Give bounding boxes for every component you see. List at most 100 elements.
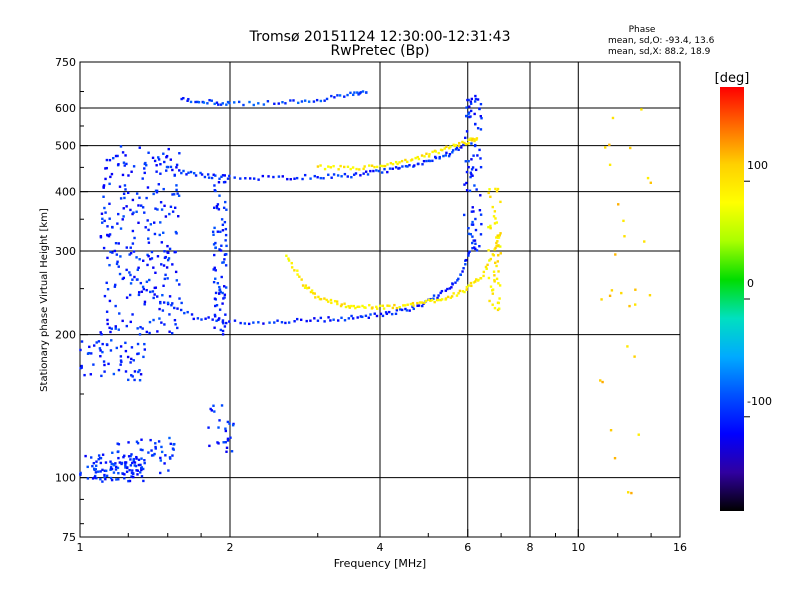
data-point (272, 175, 275, 179)
data-point (145, 164, 148, 167)
data-point (441, 148, 444, 152)
data-point (386, 170, 389, 174)
data-point (469, 175, 472, 179)
data-point (216, 281, 220, 285)
data-point (180, 301, 183, 305)
data-point (390, 312, 394, 316)
data-point (127, 378, 130, 382)
data-point (266, 100, 270, 103)
data-point (491, 292, 495, 295)
data-point (102, 360, 106, 363)
data-point (406, 160, 409, 164)
data-point (160, 321, 163, 324)
data-point (353, 91, 356, 94)
data-point (457, 141, 461, 145)
data-point (175, 163, 179, 167)
data-point (129, 282, 133, 285)
data-point (474, 94, 477, 98)
data-point (80, 340, 84, 343)
data-point (317, 295, 320, 299)
data-point (160, 450, 164, 454)
data-point (495, 221, 499, 224)
data-point (159, 471, 162, 475)
data-point (329, 166, 333, 169)
data-point (89, 373, 93, 376)
data-point (393, 303, 396, 307)
data-point (133, 378, 136, 382)
data-point (94, 471, 98, 474)
y-tick-label-750: 750 (55, 56, 76, 69)
data-point (464, 136, 467, 140)
data-point (137, 291, 141, 294)
data-point (125, 296, 129, 299)
data-point (105, 310, 109, 313)
data-point (498, 234, 502, 237)
data-point (80, 364, 83, 368)
data-point (105, 474, 109, 478)
data-point (471, 241, 474, 245)
data-point (117, 163, 120, 166)
data-point (347, 305, 350, 308)
data-point (168, 436, 171, 440)
data-point (604, 146, 607, 149)
data-point (386, 163, 389, 166)
data-point (137, 266, 140, 269)
data-point (465, 106, 468, 109)
data-point (150, 449, 153, 452)
data-point (215, 304, 219, 307)
data-point (608, 294, 612, 298)
data-point (223, 325, 227, 328)
data-point (499, 232, 502, 235)
data-point (136, 278, 139, 281)
data-point (138, 258, 141, 261)
data-point (162, 152, 165, 155)
data-point (497, 282, 500, 285)
data-point (155, 191, 159, 194)
data-point (218, 248, 221, 251)
data-point (300, 278, 303, 281)
data-point (112, 471, 116, 474)
x-tick-label-8: 8 (527, 541, 534, 554)
data-point (221, 319, 225, 322)
data-point (330, 301, 333, 305)
data-point (229, 436, 232, 439)
data-point (93, 474, 97, 478)
data-point (354, 172, 358, 175)
data-point (362, 167, 365, 171)
data-point (494, 217, 497, 220)
data-point (350, 304, 353, 308)
data-point (493, 248, 496, 251)
data-point (151, 290, 155, 293)
data-point (377, 169, 381, 173)
data-point (368, 303, 371, 307)
data-point (143, 211, 146, 214)
data-point (489, 285, 493, 288)
data-point (104, 461, 108, 464)
data-point (386, 304, 389, 307)
data-point (132, 250, 136, 253)
data-point (221, 329, 225, 333)
data-point (160, 263, 163, 266)
data-point (427, 155, 431, 158)
data-point (425, 159, 428, 163)
data-point (451, 151, 454, 154)
data-point (109, 460, 112, 463)
data-point (183, 311, 186, 315)
data-point (79, 473, 82, 477)
data-point (106, 288, 110, 291)
data-point (122, 276, 126, 280)
data-point (382, 307, 386, 310)
data-point (143, 461, 146, 465)
y-axis-label: Stationary phase Virtual Height [km] (39, 208, 50, 392)
data-point (496, 244, 499, 248)
trace-3 (99, 145, 183, 336)
axis-ticks: 1 2 4 6 8 10 16 75 100 200 300 400 500 600 750 (55, 56, 687, 554)
data-point (394, 312, 398, 316)
data-point (471, 206, 474, 209)
data-point (132, 457, 136, 461)
data-point (171, 302, 174, 305)
data-point (359, 174, 362, 177)
data-point (460, 146, 463, 149)
data-point (123, 477, 126, 480)
data-point (470, 168, 474, 171)
